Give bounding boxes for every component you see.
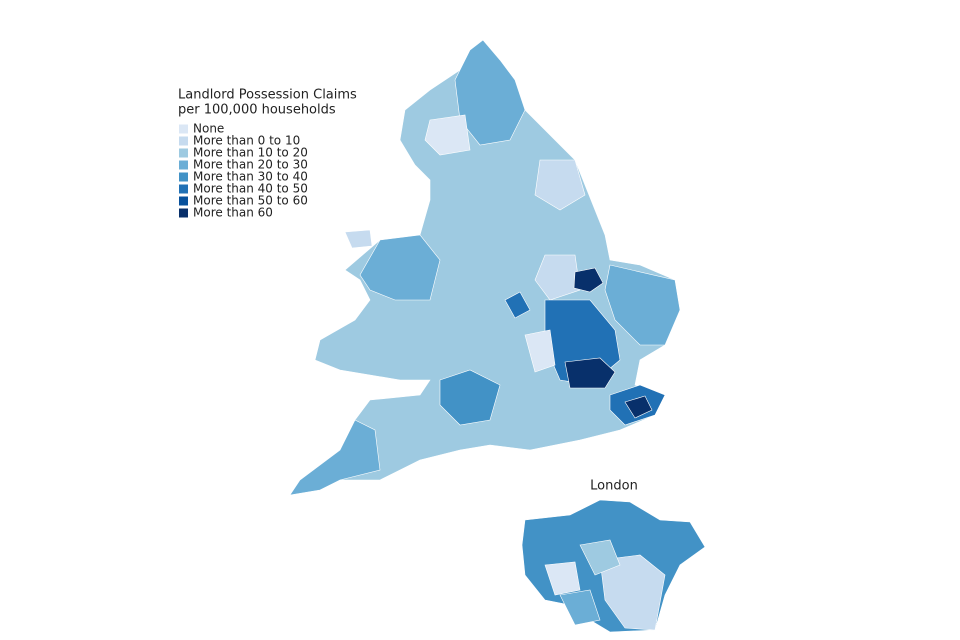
- legend-swatch: [179, 148, 188, 158]
- legend-label: More than 10 to 20: [193, 146, 308, 160]
- legend-label: More than 30 to 40: [193, 170, 308, 184]
- legend-swatch: [179, 172, 188, 182]
- region: [534, 159, 586, 211]
- region: [534, 254, 581, 301]
- legend-label: More than 60: [193, 206, 273, 220]
- legend-title: per 100,000 households: [178, 103, 336, 118]
- region: [573, 267, 604, 293]
- region: [599, 554, 666, 631]
- england-wales-map: [289, 39, 681, 496]
- region: [564, 357, 616, 389]
- legend-swatch: [179, 196, 188, 206]
- region: [424, 114, 471, 156]
- region: [359, 234, 441, 301]
- legend-label: More than 40 to 50: [193, 182, 308, 196]
- legend-title: Landlord Possession Claims: [178, 88, 357, 103]
- region: [544, 561, 581, 596]
- legend: Landlord Possession Claims per 100,000 h…: [178, 88, 357, 220]
- region: [604, 264, 681, 346]
- region: [289, 419, 381, 496]
- region: [454, 39, 526, 146]
- legend-swatch: [179, 208, 188, 218]
- region: [504, 291, 531, 319]
- london-inset: London: [521, 479, 706, 633]
- inset-title: London: [590, 479, 638, 494]
- legend-swatch: [179, 184, 188, 194]
- region: [579, 539, 621, 576]
- legend-label: None: [193, 122, 224, 136]
- region: [344, 229, 373, 249]
- legend-swatch: [179, 160, 188, 170]
- region: [559, 589, 601, 626]
- legend-swatch: [179, 124, 188, 134]
- region: [524, 329, 556, 373]
- legend-label: More than 50 to 60: [193, 194, 308, 208]
- legend-label: More than 0 to 10: [193, 134, 300, 148]
- legend-label: More than 20 to 30: [193, 158, 308, 172]
- legend-swatch: [179, 136, 188, 146]
- region: [624, 395, 653, 419]
- region: [439, 369, 501, 426]
